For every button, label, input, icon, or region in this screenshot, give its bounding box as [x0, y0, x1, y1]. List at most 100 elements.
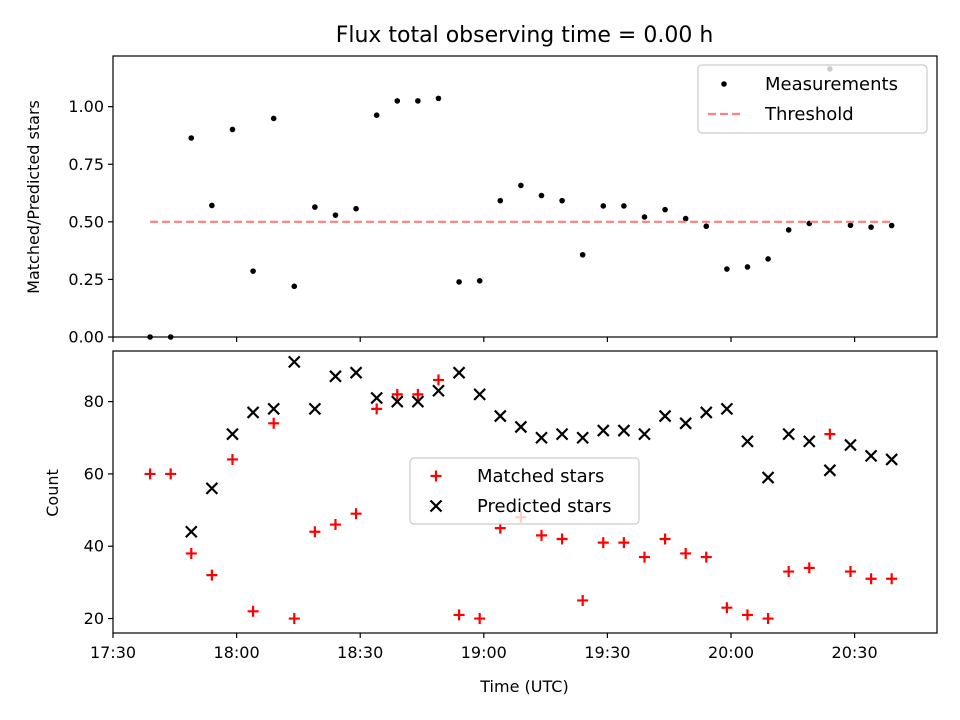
- measurement-point: [559, 197, 565, 204]
- top-y-tick-label: 0.50: [68, 212, 104, 231]
- measurement-point: [229, 126, 236, 133]
- matched-star-point: [226, 453, 238, 465]
- predicted-star-point: [288, 355, 301, 369]
- measurement-point: [724, 266, 730, 272]
- measurement-point: [621, 203, 627, 209]
- predicted-star-point: [535, 431, 548, 445]
- measurement-point: [682, 215, 689, 222]
- matched-star-point: [535, 529, 547, 541]
- matched-star-point: [391, 388, 403, 400]
- measurement-point: [476, 278, 483, 284]
- measurement-point: [353, 205, 359, 212]
- bottom-legend: [409, 457, 640, 525]
- predicted-star-point: [452, 366, 466, 379]
- x-tick-label: 17:30: [90, 643, 136, 662]
- predicted-star-point: [370, 391, 383, 405]
- measurement-point: [456, 279, 462, 285]
- legend-label: Matched stars: [477, 466, 604, 487]
- measurement-point: [518, 182, 524, 189]
- matched-star-point: [453, 609, 465, 621]
- predicted-star-point: [411, 395, 425, 408]
- legend-label: Threshold: [764, 104, 854, 125]
- predicted-star-point: [823, 464, 837, 477]
- predicted-star-point: [246, 406, 260, 419]
- top-legend: [697, 64, 928, 134]
- measurement-point: [600, 203, 607, 209]
- measurement-point: [188, 135, 195, 141]
- matched-star-point: [329, 519, 341, 531]
- measurement-point: [435, 95, 442, 102]
- measurement-point: [703, 223, 710, 230]
- measurement-point: [415, 98, 421, 104]
- measurement-point: [538, 192, 545, 199]
- matched-star-point: [721, 602, 733, 614]
- bottom-axes-frame: [112, 350, 938, 634]
- bottom-y-tick-label: 20: [84, 609, 104, 628]
- matched-star-point: [741, 609, 753, 621]
- measurement-point: [579, 251, 586, 258]
- predicted-star-point: [679, 417, 692, 430]
- predicted-star-point: [185, 525, 198, 539]
- matched-star-point: [350, 508, 362, 520]
- x-tick-label: 20:30: [832, 643, 878, 662]
- predicted-star-point: [494, 409, 507, 423]
- predicted-star-point: [885, 453, 898, 466]
- x-tick-label: 18:30: [337, 643, 383, 662]
- predicted-star-point: [844, 438, 857, 452]
- measurement-point: [394, 98, 401, 104]
- matched-star-point: [700, 551, 712, 563]
- legend-label: Predicted stars: [477, 496, 611, 517]
- x-tick-label: 19:00: [461, 643, 507, 662]
- legend-predicted-swatch: [429, 499, 443, 513]
- measurement-point: [847, 222, 854, 229]
- measurement-point: [785, 227, 792, 233]
- predicted-star-point: [864, 449, 878, 463]
- predicted-star-point: [473, 388, 486, 401]
- matched-star-point: [206, 569, 218, 581]
- measurement-point: [312, 204, 318, 210]
- top-panel: 0.00 0.25 0.50 0.75 1.00 Measurements Threshol…: [68, 55, 938, 347]
- predicted-star-point: [761, 471, 775, 484]
- chart-title: Flux total observing time = 0.00 h: [336, 23, 714, 48]
- bottom-panel: 20 40 60 80 17:30 18:00 18:30 19:00 19:30 20:00 20…: [84, 350, 938, 662]
- measurement-point: [868, 224, 874, 230]
- measurement-point: [270, 115, 277, 122]
- matched-star-point: [288, 613, 300, 625]
- legend-matched-swatch: [430, 470, 442, 482]
- top-y-tick-label: 0.25: [68, 270, 104, 289]
- matched-star-point: [659, 533, 671, 545]
- matched-star-point: [309, 526, 321, 538]
- matched-star-point: [865, 573, 877, 585]
- top-y-tick-label: 0.75: [68, 155, 104, 174]
- matched-star-point: [247, 605, 259, 617]
- matched-star-point: [803, 562, 815, 574]
- matched-star-point: [638, 551, 650, 563]
- matched-star-point: [268, 417, 280, 429]
- predicted-star-point: [658, 409, 672, 423]
- x-tick-label: 20:00: [708, 643, 754, 662]
- predicted-star-point: [782, 427, 795, 441]
- predicted-star-point: [700, 406, 713, 419]
- predicted-star-point: [432, 384, 445, 398]
- legend-measurements-swatch: [721, 81, 727, 87]
- bottom-y-tick-label: 80: [84, 392, 104, 411]
- predicted-star-point: [514, 420, 528, 434]
- top-axes-frame: [112, 55, 938, 338]
- bottom-y-tick-label: 60: [84, 464, 104, 483]
- measurement-point: [888, 222, 895, 229]
- predicted-star-point: [576, 431, 589, 445]
- predicted-star-point: [205, 482, 219, 495]
- measurement-point: [744, 264, 751, 270]
- bottom-y-axis-label: Count: [43, 469, 62, 517]
- matched-star-point: [474, 613, 486, 625]
- top-y-tick-label: 0.00: [68, 328, 104, 347]
- matched-star-point: [185, 547, 197, 559]
- predicted-star-point: [308, 402, 322, 416]
- matched-star-point: [144, 468, 156, 480]
- predicted-star-point: [267, 402, 280, 416]
- predicted-star-point: [638, 427, 651, 441]
- predicted-star-point: [329, 370, 342, 383]
- measurement-point: [765, 256, 771, 262]
- matched-star-point: [165, 468, 177, 480]
